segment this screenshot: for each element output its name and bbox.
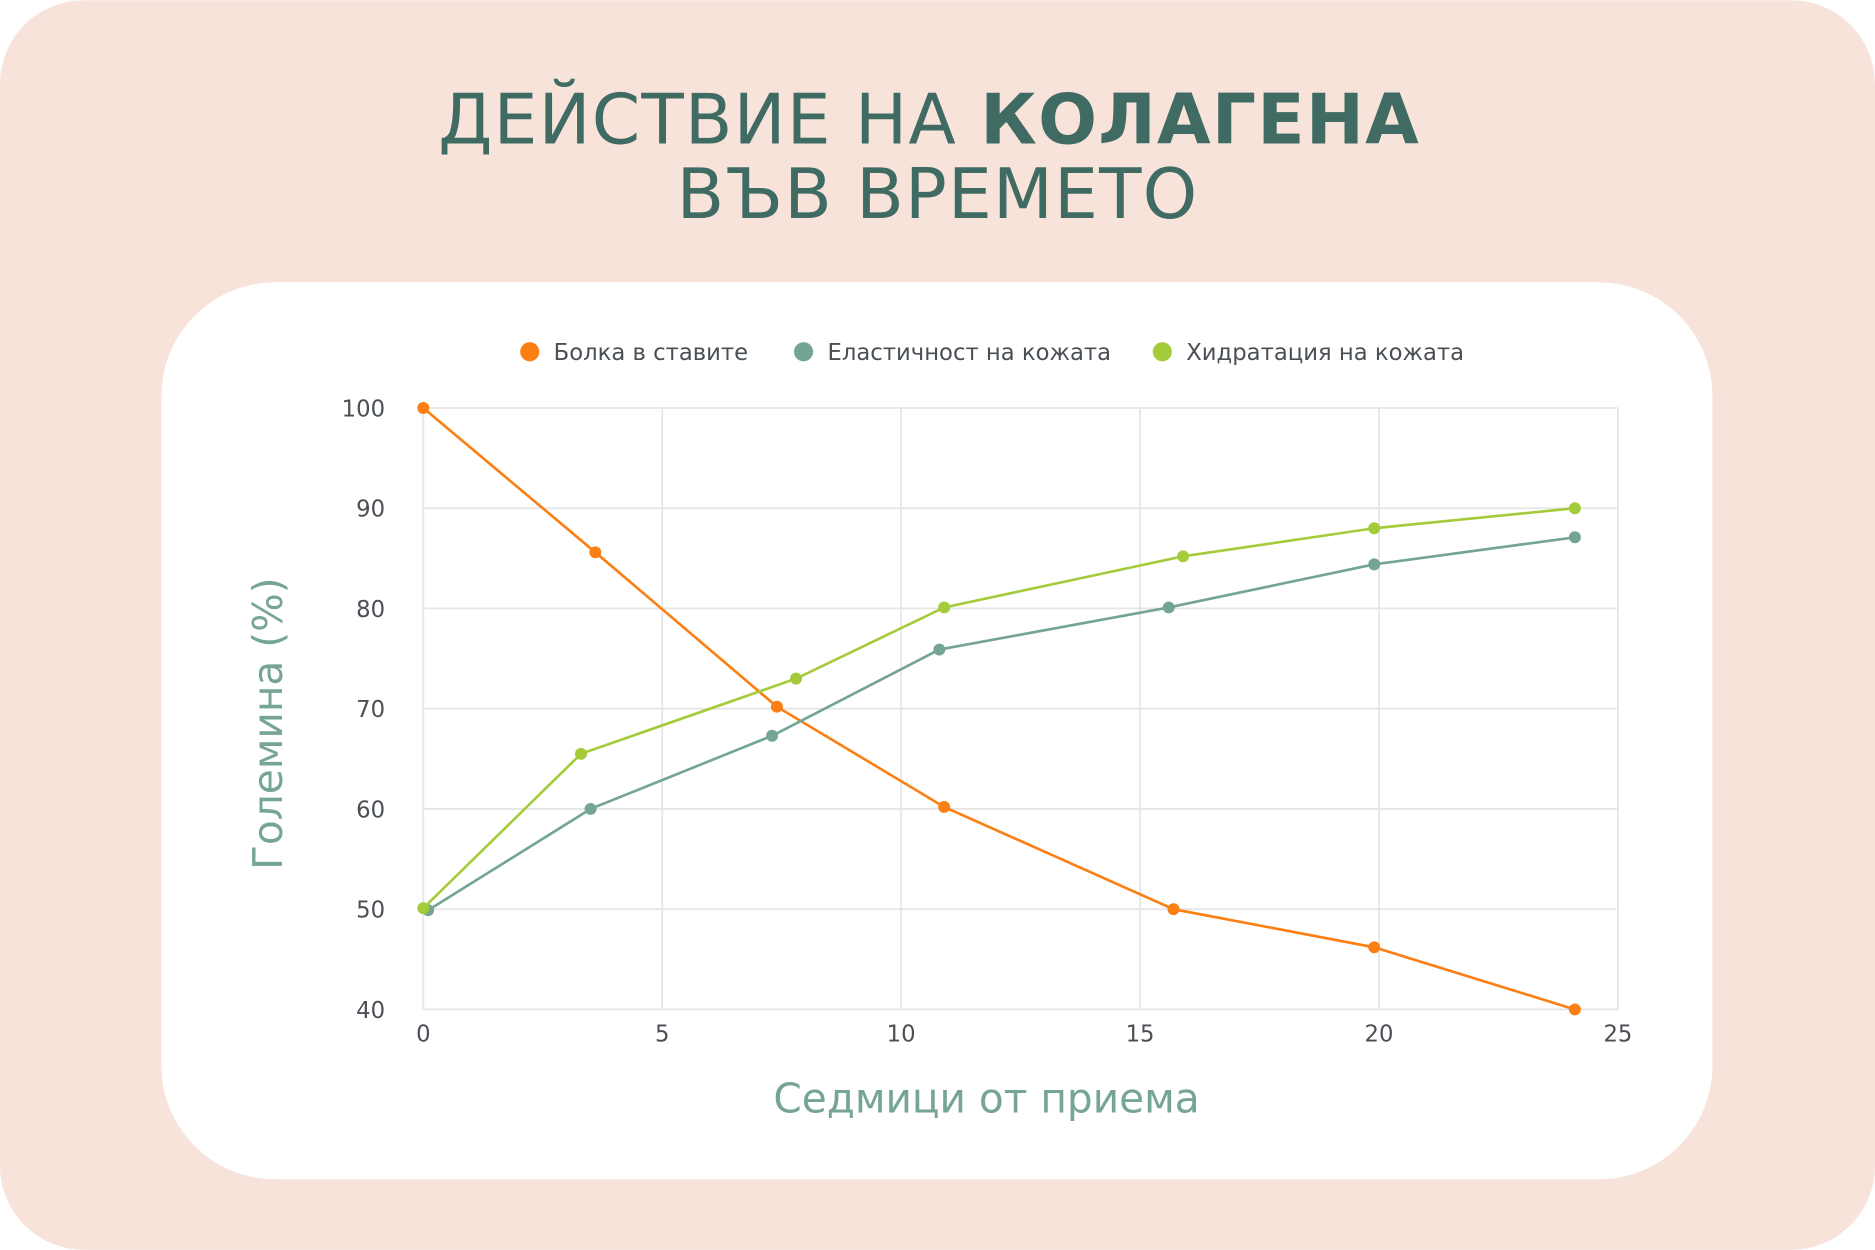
legend: Болка в ставите Еластичност на кожата Хидр… xyxy=(520,340,1464,366)
data-point xyxy=(589,546,602,559)
legend-label: Болка в ставите xyxy=(554,340,749,366)
legend-label: Еластичност на кожата xyxy=(827,340,1111,366)
y-tick-label: 100 xyxy=(342,396,385,422)
data-point xyxy=(938,601,951,614)
data-point xyxy=(766,729,779,742)
data-point xyxy=(790,672,803,685)
data-point xyxy=(584,802,597,815)
data-point xyxy=(1368,522,1381,535)
x-axis-label: Седмици от приема xyxy=(773,1074,1199,1122)
data-point xyxy=(1162,601,1175,614)
y-tick-label: 40 xyxy=(356,998,385,1024)
chart-title-line2: ВЪВ ВРЕМЕТО xyxy=(677,155,1199,235)
chart-title-bold: КОЛАГЕНА xyxy=(980,81,1420,161)
y-axis-label: Големина (%) xyxy=(244,577,292,869)
x-tick-label: 20 xyxy=(1365,1022,1394,1048)
x-tick-label: 10 xyxy=(887,1022,916,1048)
data-point xyxy=(1368,941,1381,954)
y-tick-label: 70 xyxy=(356,697,385,723)
data-point xyxy=(575,747,587,760)
x-tick-label: 15 xyxy=(1126,1022,1155,1048)
chart-title-line1: ДЕЙСТВИЕ НА КОЛАГЕНА xyxy=(438,79,1420,161)
legend-marker xyxy=(1152,342,1172,362)
legend-marker xyxy=(794,342,814,362)
data-point xyxy=(417,902,430,915)
y-tick-label: 90 xyxy=(356,497,385,523)
data-point xyxy=(417,401,430,414)
x-tick-label: 0 xyxy=(416,1022,430,1048)
data-point xyxy=(938,800,951,813)
y-tick-label: 50 xyxy=(356,898,385,924)
data-point xyxy=(1167,903,1180,916)
x-tick-label: 25 xyxy=(1603,1022,1632,1048)
data-point xyxy=(1568,531,1581,544)
data-point xyxy=(1177,550,1190,563)
data-point xyxy=(933,643,946,656)
data-point xyxy=(1568,502,1581,515)
legend-marker xyxy=(520,342,540,362)
chart-title-regular: ДЕЙСТВИЕ НА xyxy=(438,79,980,161)
data-point xyxy=(1568,1003,1581,1016)
y-tick-label: 60 xyxy=(356,797,385,823)
series-group xyxy=(417,401,1581,1016)
y-tick-label: 80 xyxy=(356,597,385,623)
data-point xyxy=(770,700,783,713)
x-tick-label: 5 xyxy=(655,1022,669,1048)
chart-card xyxy=(161,282,1713,1180)
data-point xyxy=(1368,558,1381,571)
legend-label: Хидратация на кожата xyxy=(1186,340,1464,366)
